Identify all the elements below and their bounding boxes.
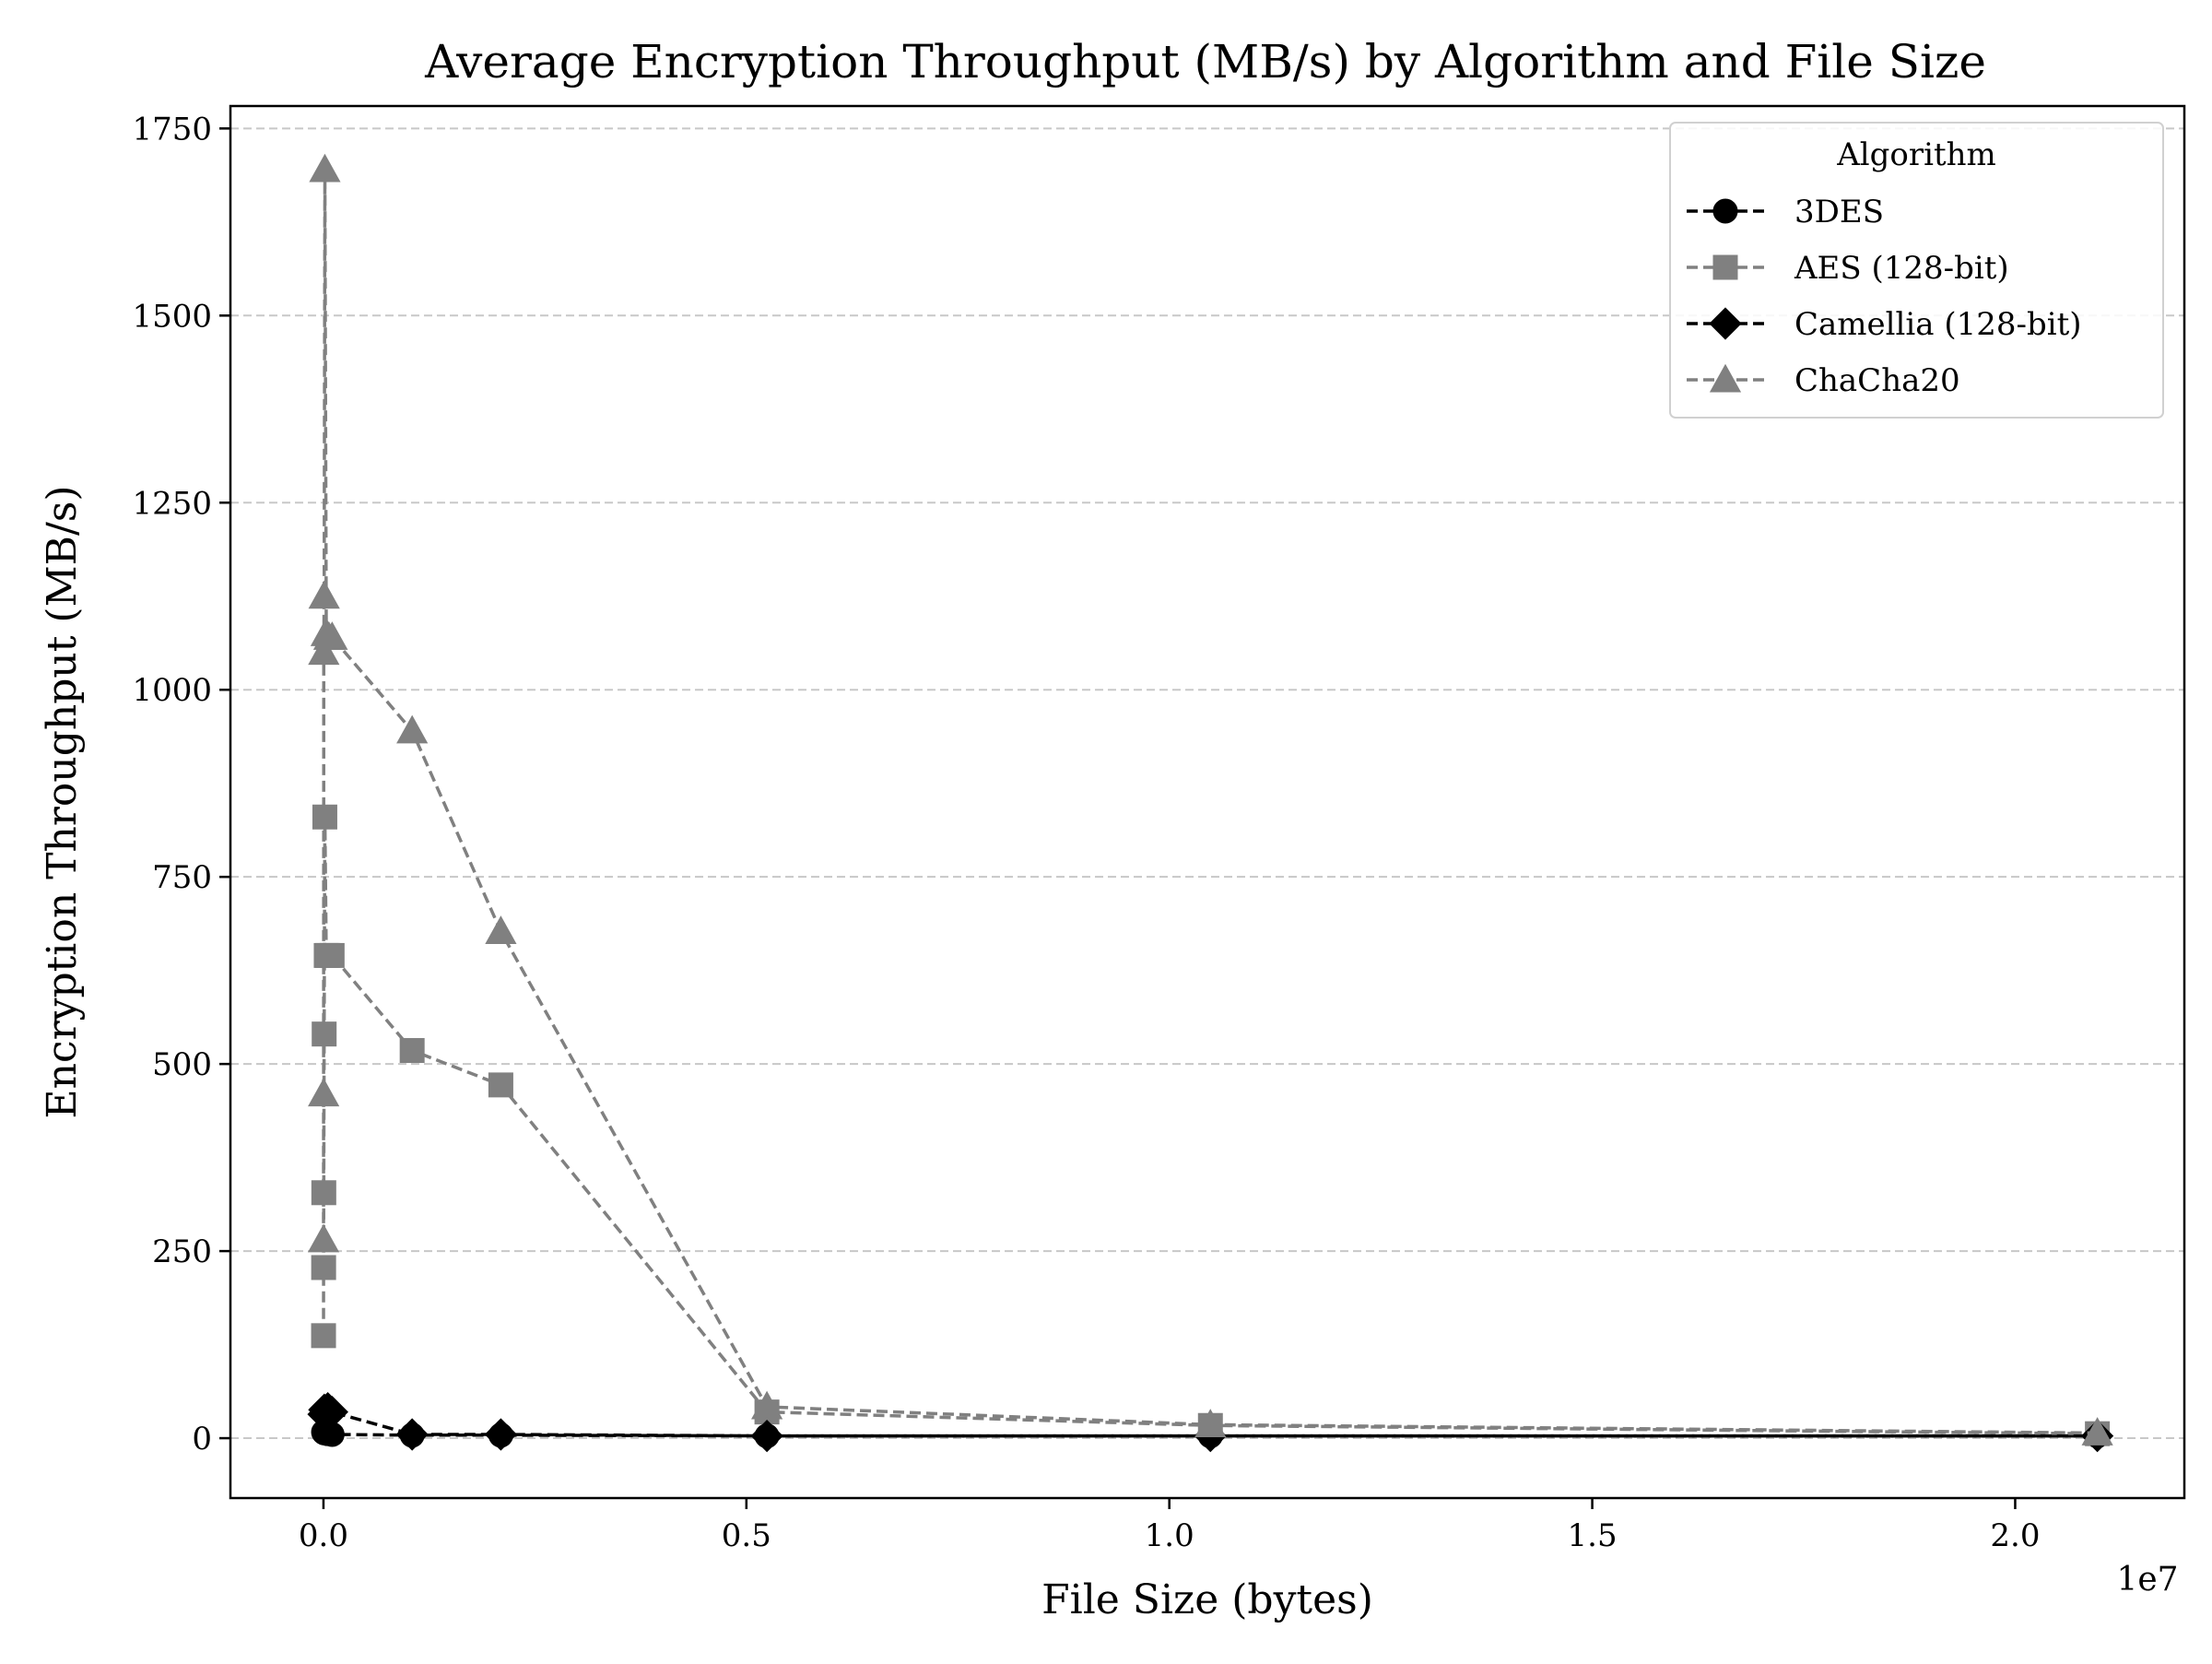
x-tick-label: 0.0 xyxy=(299,1517,348,1554)
x-tick-label: 0.5 xyxy=(722,1517,771,1554)
data-point xyxy=(311,1323,336,1349)
data-point xyxy=(488,1072,513,1098)
data-point xyxy=(315,1396,348,1429)
legend-marker xyxy=(1709,307,1742,340)
data-point xyxy=(308,580,340,609)
x-tick-label: 1.5 xyxy=(1568,1517,1618,1554)
legend-item: ChaCha20 xyxy=(1687,362,1960,399)
y-tick-label: 1500 xyxy=(132,298,212,335)
legend-item: 3DES xyxy=(1687,194,1884,230)
legend-label: ChaCha20 xyxy=(1794,362,1960,399)
data-point xyxy=(751,1390,783,1420)
legend-title: Algorithm xyxy=(1836,136,1996,173)
series-line xyxy=(322,815,2098,1435)
x-axis-offset-label: 1e7 xyxy=(2116,1561,2178,1599)
x-tick-label: 1.0 xyxy=(1145,1517,1194,1554)
data-point xyxy=(308,636,340,666)
legend-marker xyxy=(1709,363,1742,393)
data-point xyxy=(309,153,341,183)
data-point xyxy=(395,1418,429,1451)
legend: Algorithm 3DES AES (128-bit) Camellia (128-… xyxy=(1669,122,2164,419)
y-tick-label: 1000 xyxy=(132,672,212,709)
data-point xyxy=(399,1038,425,1064)
plot-frame xyxy=(229,104,2186,1500)
legend-box xyxy=(1669,122,2164,419)
series-layer xyxy=(307,153,2114,1453)
data-point xyxy=(396,714,429,744)
series-1 xyxy=(311,804,2111,1446)
data-point xyxy=(311,1255,336,1280)
legend-item: AES (128-bit) xyxy=(1687,250,2009,287)
data-point xyxy=(1194,1409,1227,1437)
legend-label: 3DES xyxy=(1794,194,1884,230)
data-point xyxy=(750,1420,783,1453)
y-tick-label: 750 xyxy=(152,859,212,896)
axis-layer: 0 250 500 750 1000 1250 1500 1750 0.0 0.5 1.0 1.5 2.… xyxy=(132,111,2040,1554)
x-axis-label: File Size (bytes) xyxy=(1041,1576,1373,1623)
y-tick-label: 250 xyxy=(152,1233,212,1270)
legend-marker xyxy=(1712,254,1738,280)
chart-title: Average Encryption Throughput (MB/s) by … xyxy=(424,35,1986,89)
data-point xyxy=(2081,1417,2113,1446)
x-tick-label: 2.0 xyxy=(1990,1517,2040,1554)
legend-label: Camellia (128-bit) xyxy=(1794,306,2082,343)
y-tick-label: 0 xyxy=(192,1421,212,1457)
y-tick-label: 500 xyxy=(152,1046,212,1083)
series-3 xyxy=(307,153,2113,1446)
y-tick-label: 1250 xyxy=(132,485,212,522)
y-tick-label: 1750 xyxy=(132,111,212,148)
legend-marker xyxy=(1712,198,1738,224)
data-point xyxy=(307,1223,340,1253)
data-point xyxy=(308,1078,340,1107)
data-point xyxy=(485,915,517,944)
data-point xyxy=(316,621,348,650)
legend-item: Camellia (128-bit) xyxy=(1687,306,2082,343)
legend-label: AES (128-bit) xyxy=(1794,250,2009,287)
y-axis-label: Encryption Throughput (MB/s) xyxy=(39,485,86,1118)
data-point xyxy=(484,1418,518,1451)
